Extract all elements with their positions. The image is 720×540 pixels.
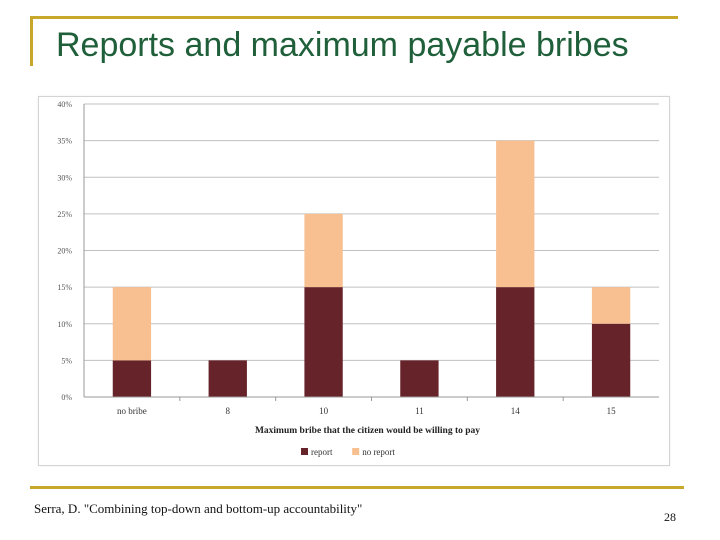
- page-number: 28: [664, 510, 676, 524]
- x-tick-label: 10: [319, 406, 329, 416]
- stacked-bar-chart: 0% 5% 10% 15% 20% 25% 30% 35% 40% no bribe 8 10 11 14…: [57, 100, 659, 457]
- y-tick-label: 5%: [61, 356, 72, 365]
- bar-report-no-bribe: [112, 360, 152, 397]
- y-tick-label: 40%: [57, 100, 72, 109]
- y-tick-label: 10%: [57, 320, 72, 329]
- legend-swatch-report: [301, 448, 308, 455]
- bar-no-report-14: [496, 140, 535, 288]
- x-axis-label: Maximum bribe that the citizen would be …: [255, 426, 480, 436]
- x-tick-label: 15: [607, 406, 617, 416]
- citation-text: Serra, D. "Combining top-down and bottom…: [34, 501, 363, 516]
- bar-report-8: [208, 360, 247, 397]
- legend-label-no-report: no report: [362, 447, 395, 457]
- slide-title: Reports and maximum payable bribes: [56, 26, 629, 64]
- y-tick-label: 30%: [57, 173, 72, 182]
- y-tick-label: 35%: [57, 137, 72, 146]
- gridlines: [84, 103, 659, 361]
- bars: [112, 140, 631, 397]
- bar-no-report-no-bribe: [112, 287, 152, 361]
- y-tick-label: 25%: [57, 210, 72, 219]
- left-accent-rule: [30, 16, 33, 66]
- y-tick-label: 0%: [61, 393, 72, 402]
- bottom-accent-rule: [30, 486, 684, 489]
- bar-report-15: [591, 323, 631, 397]
- legend-label-report: report: [311, 447, 333, 457]
- bar-no-report-10: [304, 213, 343, 288]
- axes: [83, 104, 659, 401]
- legend-swatch-no-report: [352, 448, 360, 455]
- x-tick-label: no bribe: [117, 406, 147, 416]
- top-accent-rule: [30, 16, 678, 19]
- x-tick-label: 14: [511, 406, 521, 416]
- bar-report-10: [304, 287, 343, 397]
- x-tick-label: 8: [226, 406, 231, 416]
- bar-no-report-15: [591, 287, 631, 324]
- legend: report no report: [301, 447, 395, 457]
- x-tick-label: 11: [415, 406, 424, 416]
- y-tick-label: 15%: [57, 283, 72, 292]
- bar-report-14: [496, 287, 535, 397]
- chart-frame: 0% 5% 10% 15% 20% 25% 30% 35% 40% no bribe 8 10 11 14…: [38, 96, 670, 466]
- y-tick-label: 20%: [57, 247, 72, 256]
- bar-report-11: [400, 360, 439, 397]
- tick-labels: 0% 5% 10% 15% 20% 25% 30% 35% 40% no bribe 8 10 11 14…: [57, 100, 616, 416]
